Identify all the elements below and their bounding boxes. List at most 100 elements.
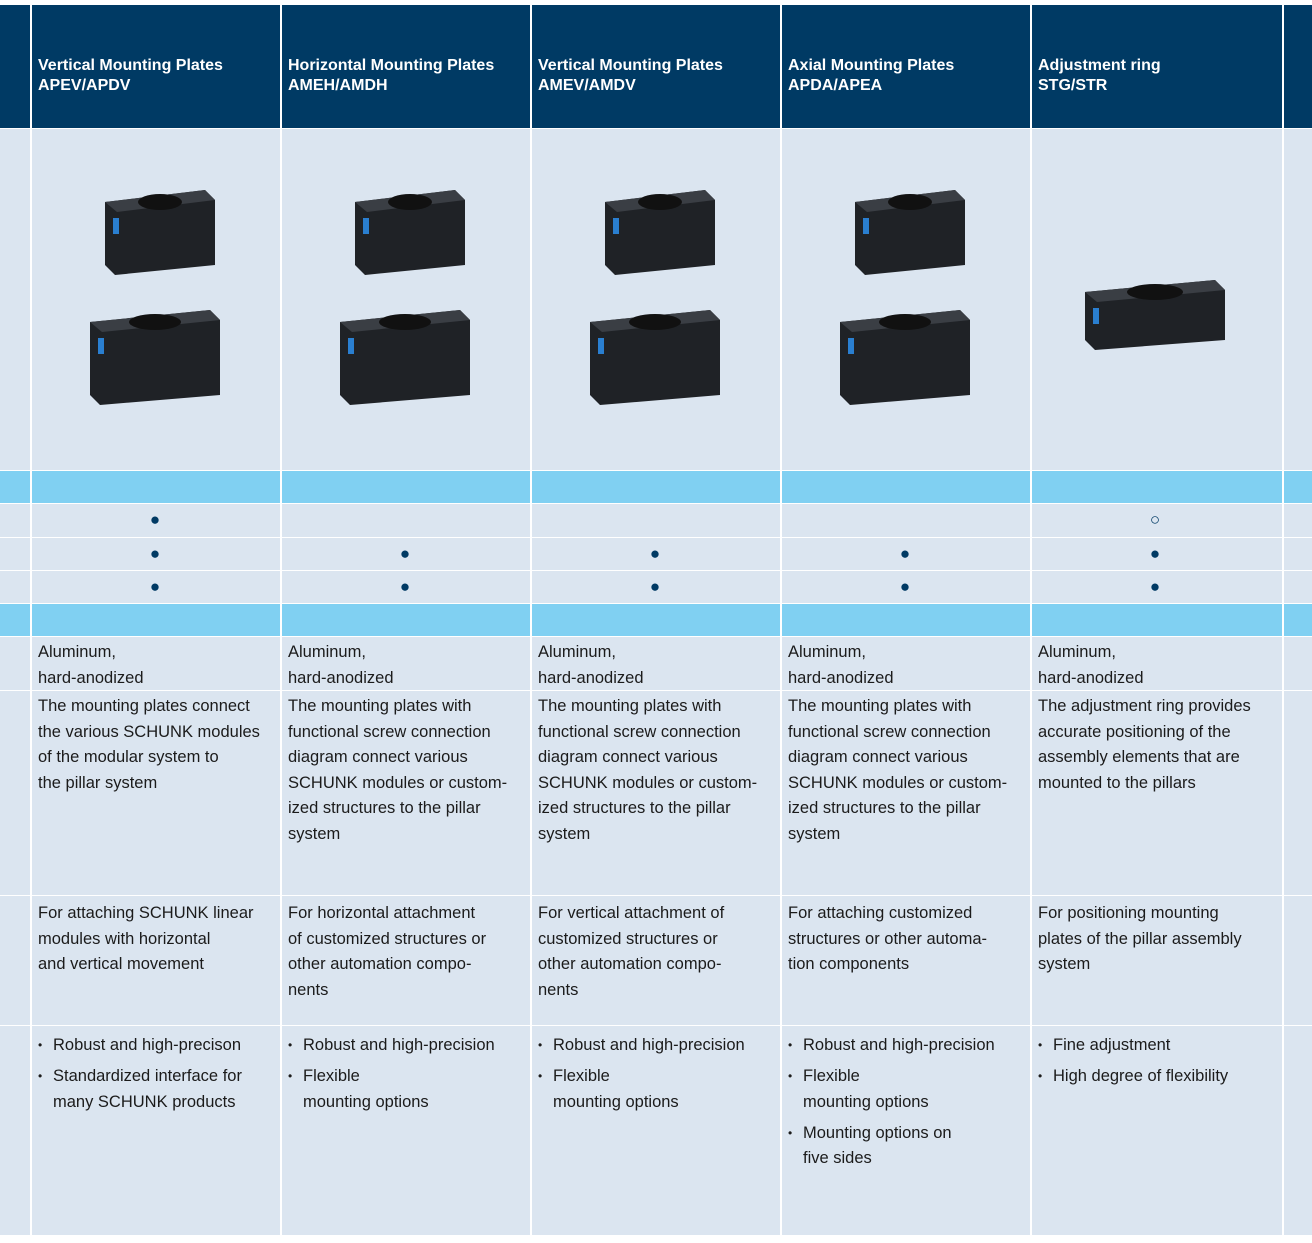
table-cell [530,503,780,537]
table-cell [280,5,530,128]
description: diagram connect various [288,748,468,766]
table-cell [0,537,30,570]
feature-dot: ● [649,577,661,596]
description: ized structures to the pillar [788,799,981,817]
feature-dot: ● [899,544,911,563]
table-cell [280,690,530,895]
table-cell [780,470,1030,503]
table-cell [780,603,1030,636]
table-cell [780,537,1030,570]
material: hard-anodized [38,668,144,687]
column-code: APDA/APEA [788,77,883,94]
table-cell [0,603,30,636]
product-image [90,190,220,405]
column-title: Axial Mounting Plates [788,57,955,74]
table-cell [1282,603,1312,636]
table-cell [1030,636,1282,690]
feature-dot: ● [149,510,161,529]
use: of customized structures or [288,929,487,948]
feature-dot: ● [1149,577,1161,596]
advantage: mounting options [803,1092,929,1111]
table-cell [530,895,780,1025]
feature-dot: ● [399,544,411,563]
table-cell [1030,1025,1282,1235]
table-cell [30,537,280,570]
table-cell [0,5,30,128]
column-title: Vertical Mounting Plates [38,57,223,74]
description: diagram connect various [788,748,968,766]
advantage: Standardized interface for [53,1067,242,1085]
description: system [788,824,841,843]
advantage: Flexible [803,1067,860,1085]
description: the various SCHUNK modules [38,722,260,741]
table-cell [280,470,530,503]
feature-dot: ● [899,577,911,596]
table-cell [0,690,30,895]
use: customized structures or [538,929,718,948]
bullet: • [788,1069,793,1083]
advantage: Flexible [553,1067,610,1085]
feature-dot: ● [149,544,161,563]
use: For attaching SCHUNK linear [38,904,254,922]
table-cell [1030,570,1282,603]
table-cell [30,470,280,503]
column-title: Horizontal Mounting Plates [288,57,495,74]
table-cell [780,570,1030,603]
advantage: High degree of flexibility [1053,1067,1229,1085]
material: Aluminum, [538,643,616,661]
table-cell [30,603,280,636]
use: other automation compo- [538,955,722,973]
table-cell [0,570,30,603]
table-cell [280,603,530,636]
table-cell [530,470,780,503]
bullet: • [1038,1038,1043,1052]
column-title: Adjustment ring [1038,57,1161,74]
table-cell [280,570,530,603]
feature-dot: ● [149,577,161,596]
table-cell [1030,537,1282,570]
material: Aluminum, [1038,643,1116,661]
table-cell [530,128,780,470]
product-image [590,190,720,405]
table-cell [780,1025,1030,1235]
table-cell [30,636,280,690]
table-cell [30,570,280,603]
bullet: • [1038,1069,1043,1083]
table-cell [780,128,1030,470]
column-code: AMEV/AMDV [538,77,636,94]
advantage: mounting options [553,1092,679,1111]
use: plates of the pillar assembly [1038,929,1242,948]
use: other automation compo- [288,955,472,973]
table-cell [30,690,280,895]
description: SCHUNK modules or custom- [288,773,508,792]
table-cell [1030,895,1282,1025]
use: For vertical attachment of [538,904,725,922]
bullet: • [788,1125,793,1140]
table-cell [30,503,280,537]
material: Aluminum, [788,643,866,661]
table-cell [780,690,1030,895]
table-cell [30,5,280,128]
table-cell [0,1025,30,1235]
description: functional screw connection [788,722,991,741]
table-cell [1030,603,1282,636]
use: For positioning mounting [1038,904,1219,922]
description: The mounting plates with [538,697,722,715]
use: nents [288,980,329,999]
table-cell [30,1025,280,1235]
column-code: AMEH/AMDH [288,77,388,94]
description: ized structures to the pillar [288,799,481,817]
material: hard-anodized [288,668,394,687]
table-cell [30,128,280,470]
description: SCHUNK modules or custom- [538,773,758,792]
bullet: • [288,1038,293,1052]
table-cell [1282,503,1312,537]
description: assembly elements that are [1038,748,1240,766]
advantage: many SCHUNK products [53,1092,236,1111]
feature-dot: ● [399,577,411,596]
material: hard-anodized [788,668,894,687]
product-image [340,190,470,405]
table-cell [1282,636,1312,690]
table-cell [280,1025,530,1235]
description: The mounting plates with [788,697,972,715]
